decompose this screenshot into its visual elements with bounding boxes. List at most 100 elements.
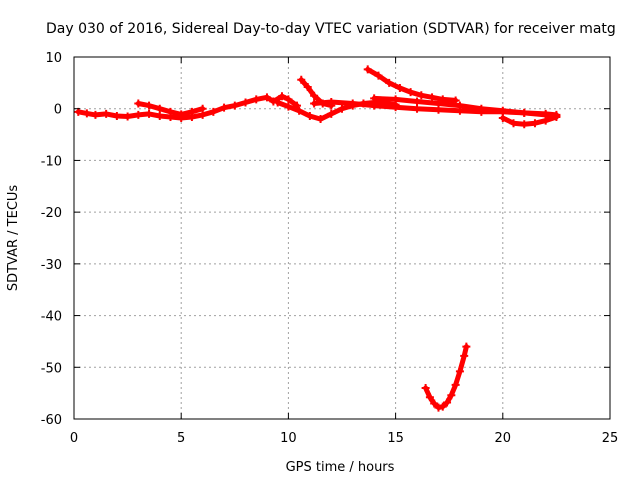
- data-point: [220, 103, 229, 112]
- data-point: [520, 120, 529, 129]
- data-point: [417, 91, 426, 100]
- x-axis-label: GPS time / hours: [286, 460, 395, 475]
- data-point: [145, 109, 154, 118]
- data-point: [421, 383, 430, 392]
- data-point: [434, 403, 443, 412]
- y-tick-label: -40: [41, 310, 62, 325]
- data-point: [273, 98, 282, 107]
- data-point: [520, 108, 529, 117]
- data-point: [112, 111, 121, 120]
- data-point: [462, 342, 471, 351]
- series-arc-outlier: [421, 342, 471, 412]
- data-point: [455, 367, 464, 376]
- data-point: [541, 116, 550, 125]
- x-tick-label: 15: [387, 431, 404, 446]
- data-point: [447, 391, 456, 400]
- data-point: [134, 110, 143, 119]
- data-point: [277, 92, 286, 101]
- data-point: [438, 402, 447, 411]
- data-point: [425, 393, 434, 402]
- data-point: [363, 65, 372, 74]
- data-point: [284, 95, 293, 104]
- x-tick-label: 5: [177, 431, 185, 446]
- data-point: [310, 99, 319, 108]
- data-point: [552, 112, 561, 121]
- data-point: [187, 107, 196, 116]
- series-arc-afternoon: [134, 99, 207, 119]
- data-point: [241, 98, 250, 107]
- y-tick-label: -20: [41, 206, 62, 221]
- data-point: [123, 112, 132, 121]
- chart-title: Day 030 of 2016, Sidereal Day-to-day VTE…: [46, 21, 616, 37]
- data-point: [391, 95, 400, 104]
- data-point: [428, 93, 437, 102]
- data-point: [134, 99, 143, 108]
- data-point: [303, 82, 312, 91]
- series-arc-rising-2: [363, 65, 460, 105]
- x-tick-label: 10: [280, 431, 297, 446]
- data-point: [530, 119, 539, 128]
- data-point: [102, 109, 111, 118]
- data-point: [145, 101, 154, 110]
- data-point: [284, 102, 293, 111]
- y-tick-label: 0: [54, 103, 62, 118]
- data-point: [262, 93, 271, 102]
- data-point: [297, 75, 306, 84]
- data-point: [413, 104, 422, 113]
- data-point: [310, 91, 319, 100]
- data-point: [455, 101, 464, 110]
- data-point: [327, 101, 336, 110]
- data-point: [477, 104, 486, 113]
- plot-frame: [73, 56, 611, 420]
- data-point: [198, 104, 207, 113]
- series-arc-main: [74, 92, 301, 123]
- data-point: [443, 398, 452, 407]
- y-axis-label: SDTVAR / TECUs: [6, 185, 21, 292]
- data-point: [498, 106, 507, 115]
- data-point: [166, 107, 175, 116]
- plot-area: [74, 65, 561, 412]
- y-tick-label: -60: [41, 413, 62, 428]
- y-tick-label: -10: [41, 154, 62, 169]
- data-point: [91, 110, 100, 119]
- data-point: [395, 84, 404, 93]
- series-line: [371, 95, 559, 119]
- data-point: [460, 351, 469, 360]
- data-point: [82, 109, 91, 118]
- data-point: [209, 107, 218, 116]
- data-point: [498, 114, 507, 123]
- data-point: [295, 106, 304, 115]
- data-point: [316, 115, 325, 124]
- data-point: [327, 109, 336, 118]
- x-tick-label: 25: [602, 431, 619, 446]
- data-point: [318, 99, 327, 108]
- data-point: [509, 119, 518, 128]
- axes: 0 5 10 15 20 25 10 0 -10 -20 -30 -40 -50 -60: [41, 51, 619, 446]
- data-point: [155, 104, 164, 113]
- x-tick-label: 20: [495, 431, 512, 446]
- data-point: [451, 96, 460, 105]
- data-point: [177, 110, 186, 119]
- data-point: [370, 94, 379, 103]
- y-tick-label: -30: [41, 258, 62, 273]
- data-point: [438, 95, 447, 104]
- data-point: [413, 97, 422, 106]
- x-tick-label: 0: [70, 431, 78, 446]
- series-arc-evening-dip: [498, 112, 561, 129]
- series-arc-rising-1: [297, 75, 336, 110]
- y-tick-label: -50: [41, 361, 62, 376]
- data-point: [252, 95, 261, 104]
- data-point: [374, 71, 383, 80]
- data-point: [155, 111, 164, 120]
- data-point: [305, 111, 314, 120]
- data-point: [406, 88, 415, 97]
- data-point: [391, 103, 400, 112]
- data-point: [385, 78, 394, 87]
- data-point: [451, 380, 460, 389]
- data-point: [338, 104, 346, 113]
- data-point: [348, 99, 357, 108]
- data-point: [230, 101, 239, 110]
- data-point: [370, 101, 379, 110]
- y-tick-label: 10: [45, 51, 62, 66]
